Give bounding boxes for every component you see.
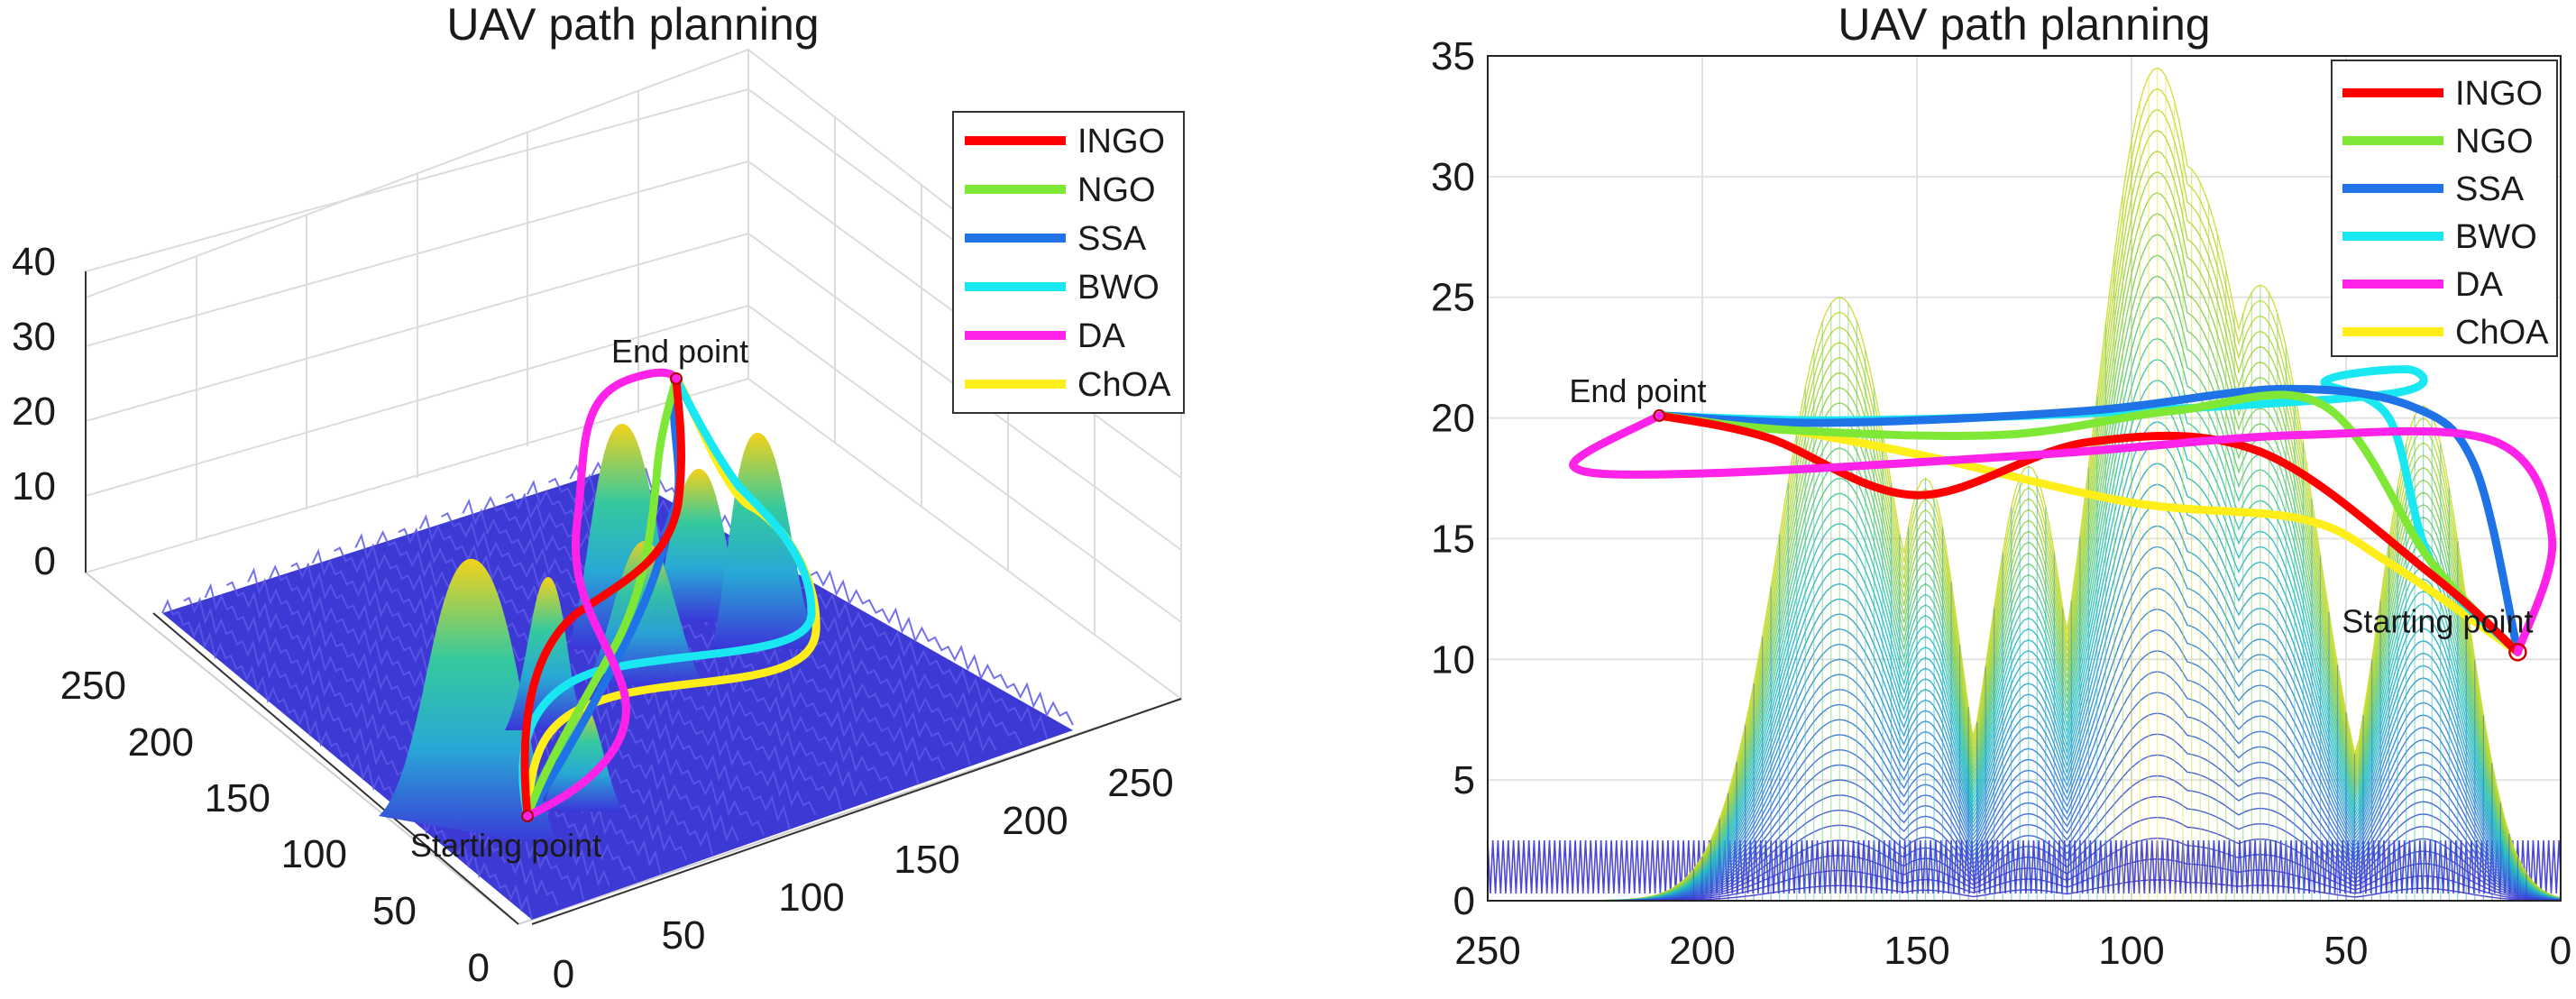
legend-label-SSA: SSA (2455, 170, 2525, 208)
left-x-axis: 0 50 100 150 200 250 (531, 698, 1182, 996)
z-tick-10: 10 (12, 464, 56, 509)
start-marker-3d (521, 810, 534, 822)
legend-label-BWO: BWO (1077, 269, 1160, 307)
legend-label-ChOA: ChOA (1077, 366, 1171, 404)
z-tick-40: 40 (12, 240, 56, 284)
y-tick-0: 0 (468, 946, 490, 990)
paths-3d (518, 368, 820, 820)
right-legend: INGO NGO SSA BWO DA ChOA (2331, 60, 2558, 357)
legend-label-INGO: INGO (2455, 75, 2543, 113)
path3d-INGO (520, 374, 685, 820)
right-axes-frame (1487, 55, 2562, 902)
right-x-tick-0: 0 (2550, 929, 2571, 973)
end-point-label-3d: End point (611, 333, 748, 370)
left-legend: INGO NGO SSA BWO DA ChOA (952, 111, 1185, 414)
paths-2d (1569, 365, 2557, 656)
start-point-label-3d: Starting point (410, 827, 601, 864)
right-y-tick-0: 0 (1453, 879, 1475, 923)
right-chart-title: UAV path planning (1838, 0, 2210, 50)
right-y-tick-15: 15 (1431, 517, 1475, 561)
right-y-tick-20: 20 (1431, 397, 1475, 441)
right-y-tick-10: 10 (1431, 637, 1475, 682)
path2d-SSA (1655, 384, 2522, 656)
legend-label-SSA: SSA (1077, 220, 1147, 258)
x-tick-0: 0 (553, 952, 574, 996)
path3d-BWO (518, 374, 816, 820)
x-tick-250: 250 (1107, 761, 1173, 805)
path3d-DA (523, 368, 681, 820)
left-3d-chart: UAV path planning (12, 0, 1185, 996)
left-z-axis: 40 30 20 10 0 (12, 240, 87, 583)
start-point-label-2d: Starting point (2342, 602, 2533, 639)
z-tick-30: 30 (12, 315, 56, 359)
right-x-tick-50: 50 (2324, 929, 2369, 973)
z-tick-0: 0 (34, 539, 56, 583)
right-annotations: End point Starting point (1569, 372, 2534, 662)
right-y-tick-35: 35 (1431, 34, 1475, 78)
x-tick-200: 200 (1002, 799, 1068, 843)
right-y-tick-30: 30 (1431, 155, 1475, 199)
path2d-DA (1569, 411, 2557, 656)
right-y-tick-25: 25 (1431, 276, 1475, 320)
right-y-tick-5: 5 (1453, 758, 1475, 802)
y-tick-250: 250 (60, 664, 126, 708)
legend-label-ChOA: ChOA (2455, 314, 2549, 352)
legend-label-BWO: BWO (2455, 218, 2537, 256)
z-tick-20: 20 (12, 390, 56, 434)
end-marker-2d (1653, 408, 1666, 422)
end-point-label-2d: End point (1569, 372, 1706, 409)
path3d-ChOA (523, 374, 820, 820)
x-tick-100: 100 (778, 875, 844, 920)
start-marker-2d (2508, 643, 2527, 662)
right-x-tick-100: 100 (2098, 929, 2164, 973)
right-x-tick-150: 150 (1884, 929, 1949, 973)
x-tick-150: 150 (894, 838, 959, 882)
path3d-NGO (523, 374, 681, 820)
end-marker-3d (670, 372, 683, 385)
legend-label-NGO: NGO (1077, 171, 1156, 209)
x-tick-50: 50 (662, 913, 706, 958)
legend-label-DA: DA (1077, 317, 1125, 355)
left-annotations: End point Starting point (410, 333, 748, 864)
path2d-NGO (1655, 390, 2522, 656)
path2d-INGO (1655, 411, 2522, 656)
right-x-tick-200: 200 (1669, 929, 1735, 973)
legend-label-INGO: INGO (1077, 123, 1165, 160)
y-tick-50: 50 (372, 889, 417, 933)
y-tick-100: 100 (281, 832, 347, 876)
y-tick-200: 200 (128, 720, 194, 765)
right-x-tick-250: 250 (1454, 929, 1520, 973)
left-chart-title: UAV path planning (446, 0, 819, 50)
y-tick-150: 150 (205, 776, 270, 820)
path3d-SSA (523, 374, 683, 820)
legend-label-DA: DA (2455, 266, 2503, 304)
terrain-profile-2d (1488, 67, 2561, 901)
left-y-axis: 250 200 150 100 50 0 (60, 612, 519, 990)
legend-label-NGO: NGO (2455, 123, 2534, 160)
